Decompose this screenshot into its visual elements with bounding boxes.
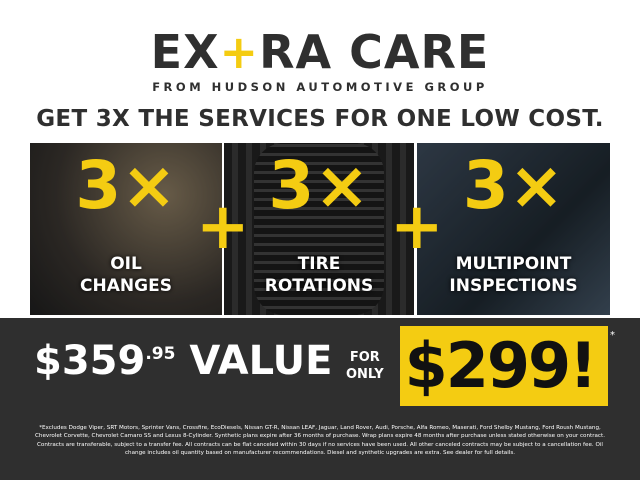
service-count: 3× bbox=[75, 147, 177, 224]
service-label: OIL CHANGES bbox=[30, 253, 222, 297]
service-label-line: TIRE bbox=[297, 254, 341, 274]
service-count: 3× bbox=[462, 147, 565, 224]
service-label-line: MULTIPOINT bbox=[455, 254, 572, 274]
value-text: $359.95 VALUE bbox=[34, 338, 332, 384]
for-only: FOR ONLY bbox=[346, 349, 384, 383]
logo-text-ra-care: RA CARE bbox=[259, 25, 490, 79]
value-cents: .95 bbox=[145, 344, 176, 364]
value-word: VALUE bbox=[189, 338, 333, 384]
service-count: 3× bbox=[268, 147, 370, 224]
fine-print: *Excludes Dodge Viper, SRT Motors, Sprin… bbox=[35, 425, 605, 456]
plus-icon: + bbox=[219, 25, 260, 79]
plus-icon: + bbox=[390, 190, 444, 264]
inspection-photo bbox=[417, 143, 610, 315]
price-box: $299! bbox=[400, 326, 608, 406]
service-label: MULTIPOINT INSPECTIONS bbox=[417, 253, 610, 297]
asterisk: * bbox=[610, 330, 615, 341]
for-text: FOR bbox=[349, 350, 380, 365]
logo-text-ex: EX bbox=[150, 25, 220, 79]
photo-shade bbox=[224, 143, 414, 315]
inspection-panel: 3× MULTIPOINT INSPECTIONS bbox=[417, 143, 610, 315]
oil-photo bbox=[30, 143, 222, 315]
value-dollars: $359 bbox=[34, 338, 146, 384]
extra-care-logo: EX+RA CARE FROM HUDSON AUTOMOTIVE GROUP bbox=[0, 28, 640, 94]
service-label-line: INSPECTIONS bbox=[449, 276, 578, 296]
tire-photo bbox=[254, 143, 384, 315]
service-label-line: OIL bbox=[110, 254, 142, 274]
service-label: TIRE ROTATIONS bbox=[224, 253, 414, 297]
price: $299! bbox=[404, 329, 598, 402]
service-label-line: ROTATIONS bbox=[264, 276, 374, 296]
headline: GET 3X THE SERVICES FOR ONE LOW COST. bbox=[36, 106, 604, 132]
only-text: ONLY bbox=[346, 367, 384, 382]
plus-icon: + bbox=[196, 190, 250, 264]
logo-subtitle: FROM HUDSON AUTOMOTIVE GROUP bbox=[152, 80, 488, 94]
service-label-line: CHANGES bbox=[80, 276, 172, 296]
tire-rotation-panel: 3× TIRE ROTATIONS bbox=[224, 143, 414, 315]
oil-change-panel: 3× OIL CHANGES bbox=[30, 143, 222, 315]
